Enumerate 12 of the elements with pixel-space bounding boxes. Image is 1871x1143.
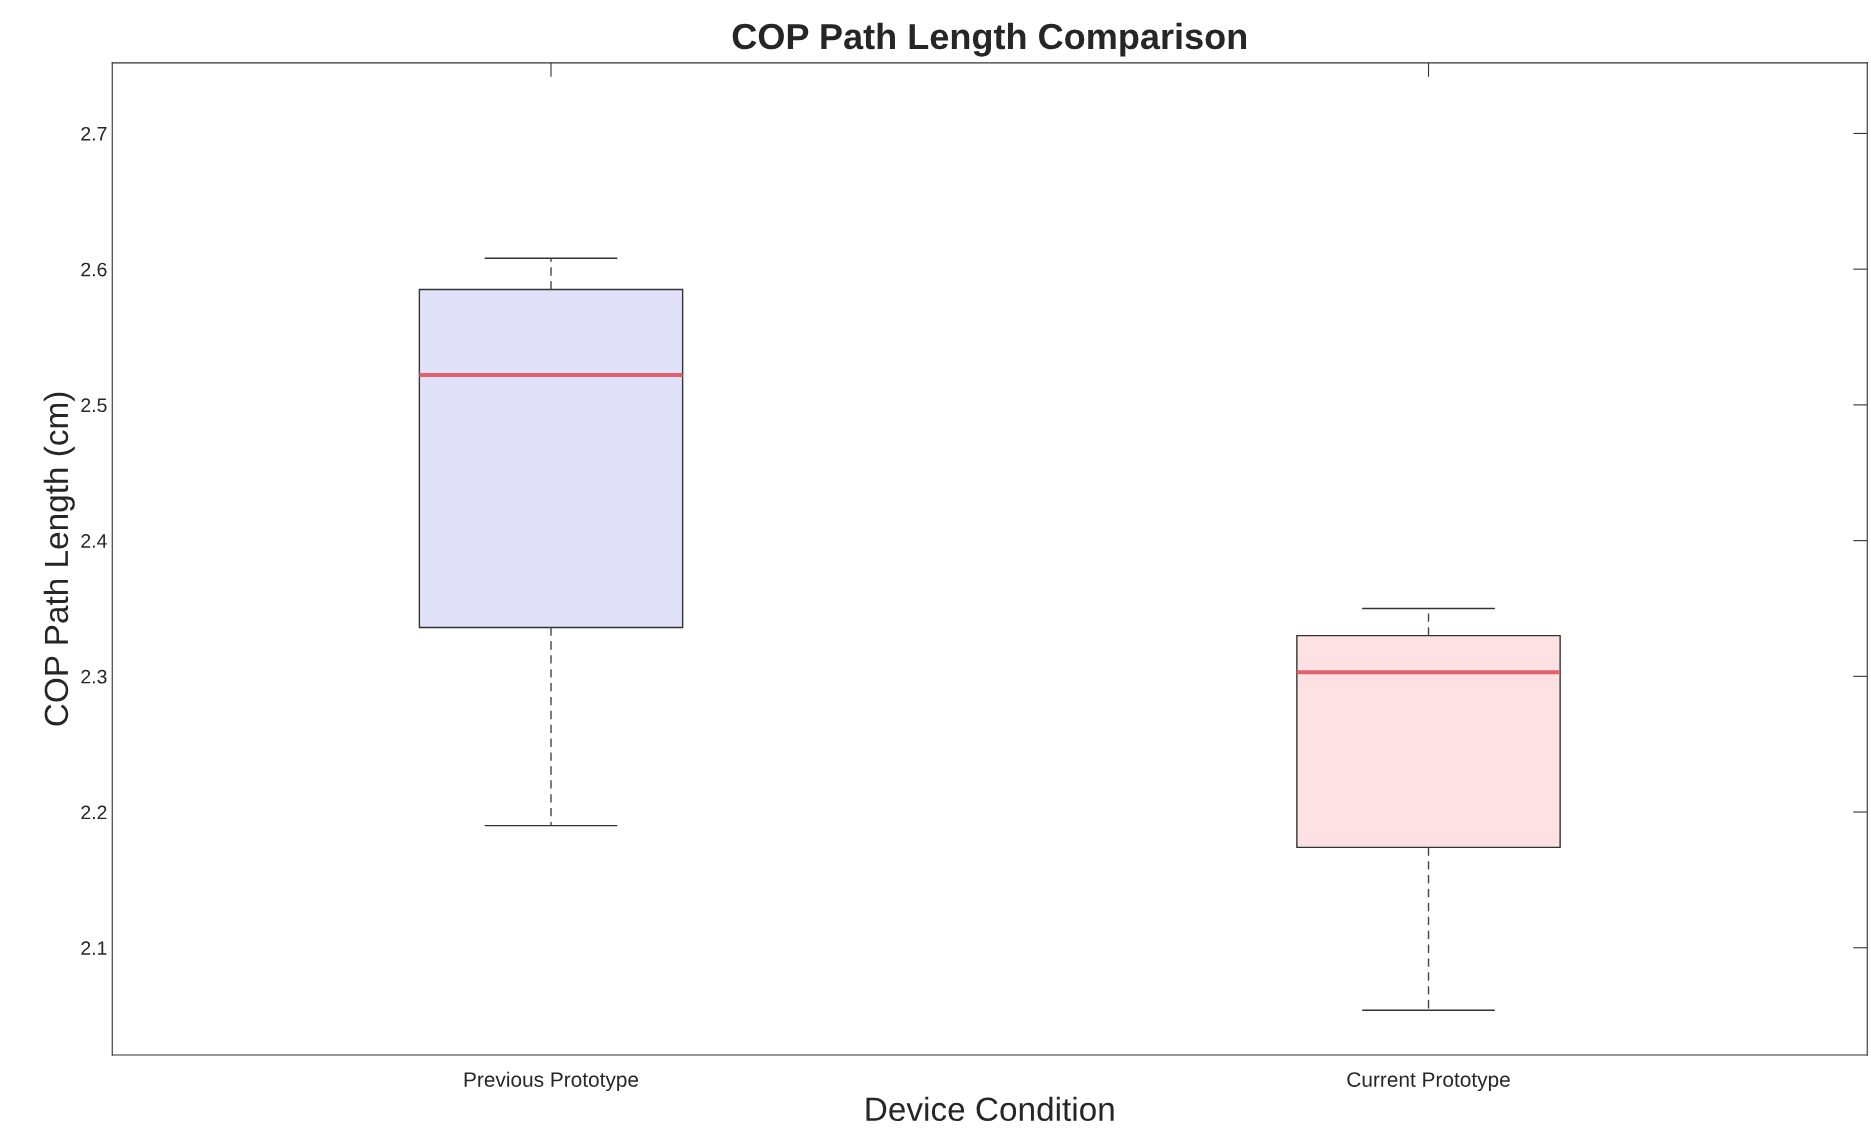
x-axis-title: Device Condition bbox=[866, 1096, 1114, 1122]
y-tick-label: 2.4 bbox=[81, 534, 107, 548]
x-tick-label: Previous Prototype bbox=[464, 1071, 639, 1092]
y-tick-label: 2.6 bbox=[81, 262, 107, 277]
y-tick-label: 2.5 bbox=[81, 398, 107, 413]
y-axis-title: COP Path Length (cm) bbox=[43, 392, 75, 726]
y-tick-label: 2.1 bbox=[81, 941, 107, 955]
y-tick-label: 2.3 bbox=[81, 669, 107, 684]
y-tick-label: 2.7 bbox=[81, 126, 107, 141]
y-tick-label: 2.2 bbox=[81, 805, 107, 820]
chart-title: COP Path Length Comparison bbox=[732, 22, 1247, 57]
x-tick-label: Current Prototype bbox=[1347, 1072, 1510, 1092]
